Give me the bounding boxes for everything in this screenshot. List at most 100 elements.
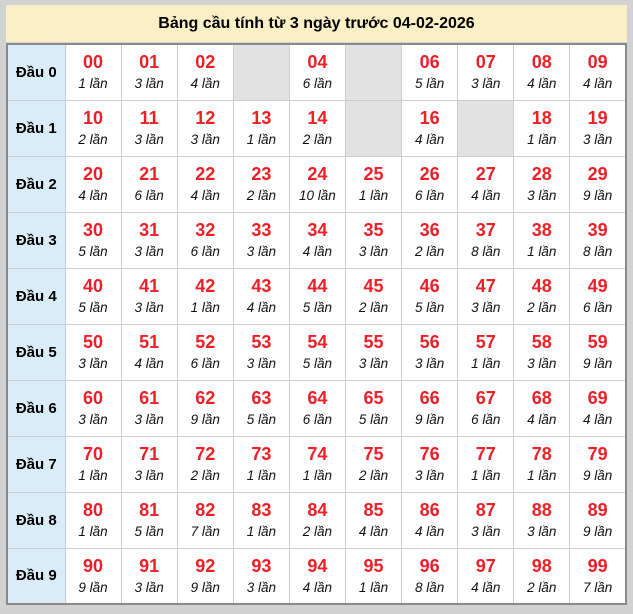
count-label: 4 lần [414,524,445,539]
number-value: 01 [139,52,160,73]
number-value: 10 [83,108,104,128]
number-cell: 21 6 lần [120,155,178,213]
number-value: 34 [307,220,328,240]
number-cell: 95 1 lần [344,547,403,605]
row-label: Đầu 8 [6,491,66,549]
number-value: 14 [307,108,328,128]
number-value: 78 [531,444,552,464]
count-label: 8 lần [583,244,613,259]
number-value: 91 [139,555,160,576]
number-value: 70 [83,444,104,464]
number-value: 73 [251,444,272,464]
number-cell: 31 3 lần [120,211,178,269]
number-value: 16 [419,108,440,128]
number-value: 12 [195,108,216,128]
number-cell: 27 4 lần [457,155,515,213]
number-value: 83 [251,500,272,520]
number-cell: 90 9 lần [64,547,122,605]
number-cell: 94 4 lần [288,547,346,605]
empty-cell [232,43,290,101]
count-label: 4 lần [414,132,445,147]
number-value: 45 [363,276,384,296]
number-value: 71 [139,444,160,464]
count-label: 3 lần [134,76,164,92]
number-cell: 98 2 lần [513,547,571,605]
number-value: 82 [195,500,216,520]
count-label: 8 lần [414,579,445,595]
number-value: 02 [195,52,216,73]
number-value: 72 [195,444,216,464]
number-cell: 47 3 lần [457,267,515,325]
number-cell: 61 3 lần [120,379,178,437]
count-label: 4 lần [471,579,501,595]
number-cell: 00 1 lần [64,43,122,101]
number-value: 88 [531,500,552,520]
number-value: 95 [363,555,384,576]
number-value: 31 [139,220,160,240]
number-value: 67 [475,388,496,408]
count-label: 2 lần [190,468,220,483]
number-value: 09 [587,52,608,73]
number-cell: 83 1 lần [232,491,290,549]
number-value: 20 [83,164,104,184]
count-label: 5 lần [246,412,276,427]
count-label: 8 lần [471,244,501,259]
number-value: 61 [139,388,160,408]
number-cell: 01 3 lần [120,43,178,101]
number-value: 35 [363,220,384,240]
number-value: 46 [419,276,440,296]
number-cell: 46 5 lần [401,267,459,325]
number-value: 22 [195,164,216,184]
number-cell: 49 6 lần [569,267,627,325]
count-label: 2 lần [358,468,389,483]
number-cell: 86 4 lần [401,491,459,549]
number-value: 63 [251,388,272,408]
count-label: 3 lần [471,300,501,315]
number-cell: 38 1 lần [513,211,571,269]
number-cell: 41 3 lần [120,267,178,325]
number-cell: 44 5 lần [288,267,346,325]
table-row: Đầu 1 10 2 lần 11 3 lần 12 3 lần 13 1 lần 14 2 lần… [6,99,627,157]
number-cell: 78 1 lần [513,435,571,493]
count-label: 4 lần [134,356,164,371]
number-cell: 50 3 lần [64,323,122,381]
number-value: 27 [475,164,496,184]
number-value: 65 [363,388,384,408]
count-label: 3 lần [246,244,276,259]
number-value: 26 [419,164,440,184]
number-value: 57 [475,332,496,352]
count-label: 3 lần [414,356,445,371]
count-label: 1 lần [358,579,389,595]
count-label: 1 lần [471,468,501,483]
number-cell: 91 3 lần [120,547,178,605]
number-value: 44 [307,276,328,296]
table-row: Đầu 9 90 9 lần 91 3 lần 92 9 lần 93 3 lần 94 4 lần… [6,547,627,605]
number-cell: 26 6 lần [401,155,459,213]
table-row: Đầu 0 00 1 lần 01 3 lần 02 4 lần 04 6 lần 06 5 lần… [6,43,627,101]
number-cell: 29 9 lần [569,155,627,213]
table-row: Đầu 6 60 3 lần 61 3 lần 62 9 lần 63 5 lần 64 6 lần… [6,379,627,437]
number-value: 00 [83,52,104,73]
number-value: 79 [587,444,608,464]
number-value: 28 [531,164,552,184]
cau-table-body: Đầu 0 00 1 lần 01 3 lần 02 4 lần 04 6 lần 06 5 lần… [6,43,627,605]
number-value: 80 [83,500,104,520]
number-cell: 69 4 lần [569,379,627,437]
number-cell: 75 2 lần [344,435,403,493]
number-cell: 70 1 lần [64,435,122,493]
number-cell: 36 2 lần [401,211,459,269]
count-label: 9 lần [78,579,108,595]
number-cell: 33 3 lần [232,211,290,269]
number-value: 19 [587,108,608,128]
count-label: 3 lần [78,412,108,427]
number-cell: 45 2 lần [344,267,403,325]
number-value: 68 [531,388,552,408]
count-label: 3 lần [358,244,389,259]
number-value: 59 [587,332,608,352]
row-label: Đầu 6 [6,379,66,437]
number-value: 99 [587,555,608,576]
count-label: 1 lần [78,524,108,539]
count-label: 4 lần [583,412,613,427]
count-label: 5 lần [134,524,164,539]
number-value: 24 [307,164,328,184]
